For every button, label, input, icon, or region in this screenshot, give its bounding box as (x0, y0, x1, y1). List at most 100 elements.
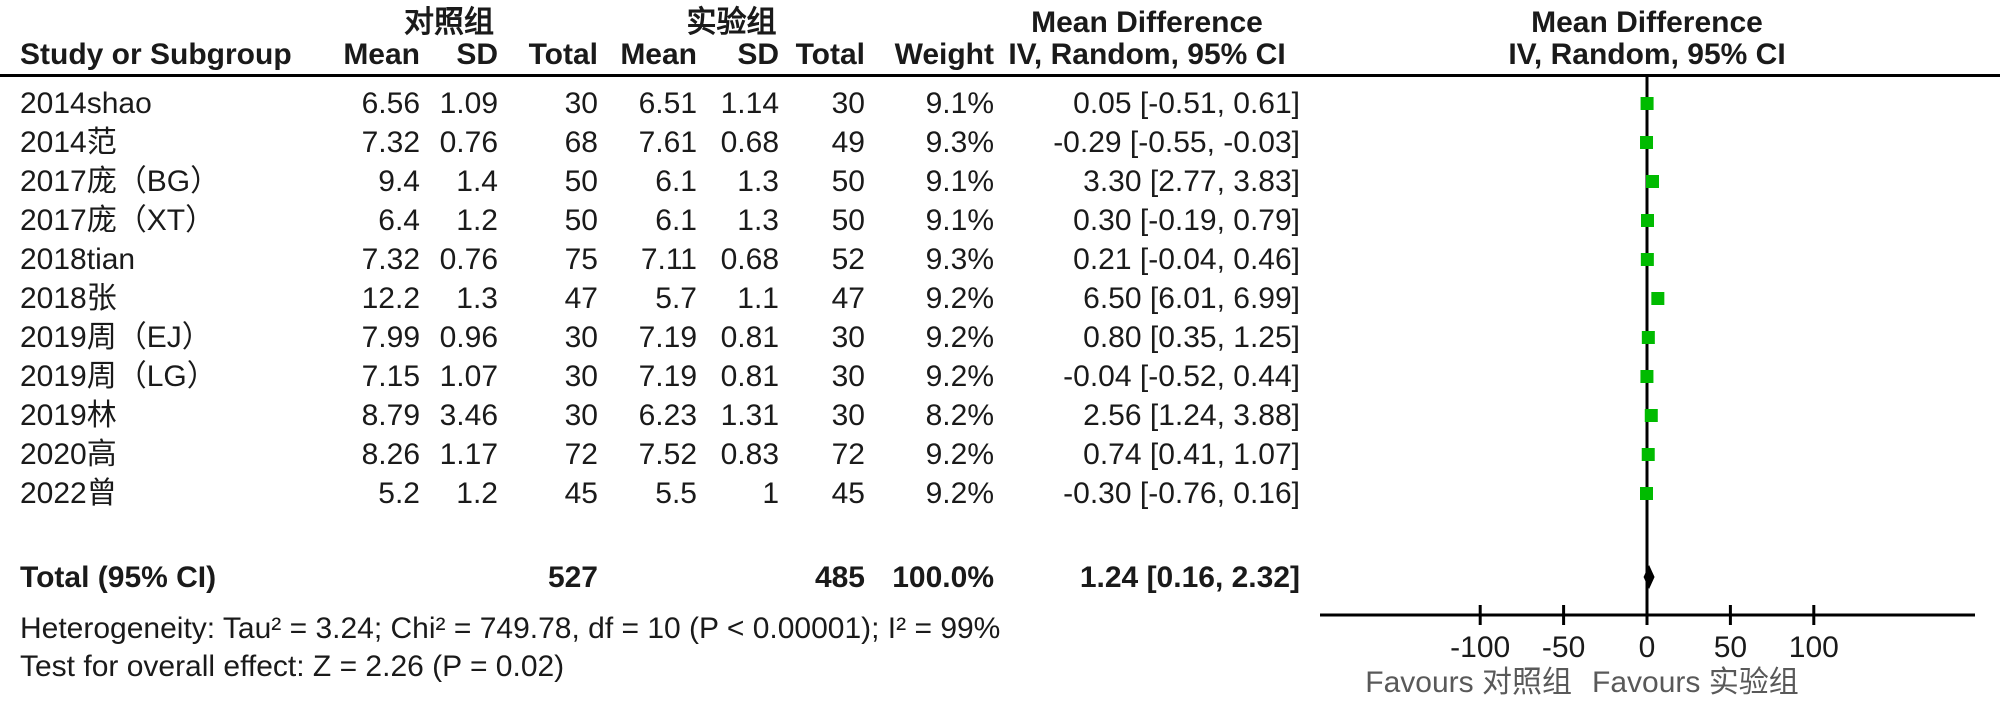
overall-effect-text: Test for overall effect: Z = 2.26 (P = 0… (20, 650, 565, 683)
control-total-value: 50 (564, 165, 598, 198)
md-ci-text: 3.30 [2.77, 3.83] (1083, 165, 1300, 198)
experimental-sd-value: 0.83 (720, 438, 779, 471)
control-sd-value: 1.2 (456, 204, 498, 237)
md-ci-text: 0.80 [0.35, 1.25] (1083, 321, 1300, 354)
control-group-header: 对照组 (404, 6, 494, 39)
table-row: 2019周（EJ） 7.99 0.96 30 7.19 0.81 30 9.2%… (0, 318, 1300, 357)
column-header-experimental-mean: Mean (620, 38, 697, 71)
experimental-total-value: 47 (831, 282, 865, 315)
weight-value: 9.2% (925, 438, 994, 471)
table-row: 2017庞（XT） 6.4 1.2 50 6.1 1.3 50 9.1% 0.3… (0, 201, 1300, 240)
study-label: 2022曾 (20, 477, 117, 510)
study-label: 2019周（EJ） (20, 321, 212, 354)
table-row: 2014范 7.32 0.76 68 7.61 0.68 49 9.3% -0.… (0, 123, 1300, 162)
effect-marker (1646, 175, 1660, 188)
effect-marker (1641, 448, 1655, 461)
effect-marker (1641, 214, 1655, 227)
study-table: 2014shao 6.56 1.09 30 6.51 1.14 30 9.1% … (0, 84, 1300, 513)
control-sd-value: 0.76 (439, 243, 498, 276)
study-label: 2018tian (20, 243, 136, 276)
table-row: 2019周（LG） 7.15 1.07 30 7.19 0.81 30 9.2%… (0, 357, 1300, 396)
experimental-mean-value: 7.19 (638, 360, 697, 393)
column-header-control-sd: SD (456, 38, 498, 71)
experimental-total-value: 72 (831, 438, 865, 471)
weight-value: 9.2% (925, 360, 994, 393)
column-header-experimental-total: Total (795, 38, 865, 71)
effect-marker (1640, 370, 1654, 383)
heterogeneity-text: Heterogeneity: Tau² = 3.24; Chi² = 749.7… (20, 612, 1001, 645)
control-total-value: 50 (564, 204, 598, 237)
experimental-sd-value: 0.68 (720, 243, 779, 276)
experimental-sd-value: 0.81 (720, 360, 779, 393)
control-sd-value: 1.3 (456, 282, 498, 315)
control-sd-value: 1.07 (439, 360, 498, 393)
effect-marker (1639, 487, 1653, 500)
table-row: 2014shao 6.56 1.09 30 6.51 1.14 30 9.1% … (0, 84, 1300, 123)
experimental-total-value: 30 (831, 399, 865, 432)
control-sd-value: 0.96 (439, 321, 498, 354)
md-ci-text: 0.21 [-0.04, 0.46] (1073, 243, 1300, 276)
pooled-effect-diamond (1643, 565, 1655, 589)
control-sd-value: 1.09 (439, 87, 498, 120)
study-label: 2014shao (20, 87, 152, 120)
control-sd-value: 3.46 (439, 399, 498, 432)
study-label: 2018张 (20, 282, 117, 315)
experimental-mean-value: 7.52 (638, 438, 697, 471)
md-ci-text: -0.29 [-0.55, -0.03] (1053, 126, 1300, 159)
experimental-total-value: 50 (831, 204, 865, 237)
experimental-sd-value: 1.31 (720, 399, 779, 432)
weight-value: 9.1% (925, 165, 994, 198)
md-plot-subtitle: IV, Random, 95% CI (1508, 38, 1786, 71)
experimental-mean-value: 6.23 (638, 399, 697, 432)
experimental-total-value: 52 (831, 243, 865, 276)
control-mean-value: 8.79 (361, 399, 420, 432)
experimental-mean-value: 7.61 (638, 126, 697, 159)
weight-value: 9.1% (925, 204, 994, 237)
favours-right-label: Favours 实验组 (1592, 666, 1799, 699)
weight-value: 9.2% (925, 321, 994, 354)
table-row: 2017庞（BG） 9.4 1.4 50 6.1 1.3 50 9.1% 3.3… (0, 162, 1300, 201)
control-mean-value: 7.32 (361, 243, 420, 276)
study-label: 2019周（LG） (20, 360, 217, 393)
study-label: 2019林 (20, 399, 117, 432)
study-label: 2014范 (20, 126, 117, 159)
total-row: Total (95% CI) 527 485 100.0% 1.24 [0.16… (0, 559, 1300, 597)
column-header-experimental-sd: SD (737, 38, 779, 71)
effect-marker (1651, 292, 1665, 305)
total-experimental-n: 485 (814, 561, 865, 594)
study-label: 2017庞（XT） (20, 204, 216, 237)
total-control-n: 527 (547, 561, 598, 594)
effect-marker (1640, 136, 1654, 149)
experimental-mean-value: 6.1 (655, 165, 697, 198)
md-ci-text: 2.56 [1.24, 3.88] (1083, 399, 1300, 432)
experimental-mean-value: 6.51 (638, 87, 697, 120)
table-row: 2020高 8.26 1.17 72 7.52 0.83 72 9.2% 0.7… (0, 435, 1300, 474)
md-ci-text: 0.05 [-0.51, 0.61] (1073, 87, 1300, 120)
effect-marker (1641, 331, 1655, 344)
md-ci-text: 6.50 [6.01, 6.99] (1083, 282, 1300, 315)
control-mean-value: 7.32 (361, 126, 420, 159)
experimental-total-value: 30 (831, 87, 865, 120)
experimental-total-value: 50 (831, 165, 865, 198)
control-sd-value: 1.17 (439, 438, 498, 471)
md-column-title: Mean Difference (1031, 6, 1263, 39)
control-total-value: 68 (564, 126, 598, 159)
experimental-mean-value: 7.19 (638, 321, 697, 354)
weight-value: 9.2% (925, 477, 994, 510)
total-label: Total (95% CI) (20, 561, 217, 594)
axis-tick-label: -50 (1542, 631, 1585, 664)
experimental-sd-value: 1.1 (737, 282, 779, 315)
control-sd-value: 1.2 (456, 477, 498, 510)
experimental-total-value: 30 (831, 321, 865, 354)
experimental-total-value: 45 (831, 477, 865, 510)
control-sd-value: 1.4 (456, 165, 498, 198)
table-row: 2018tian 7.32 0.76 75 7.11 0.68 52 9.3% … (0, 240, 1300, 279)
control-sd-value: 0.76 (439, 126, 498, 159)
study-label: 2020高 (20, 438, 117, 471)
weight-value: 8.2% (925, 399, 994, 432)
effect-marker (1640, 97, 1654, 110)
axis-tick-label: 50 (1714, 631, 1747, 664)
control-total-value: 75 (564, 243, 598, 276)
column-header-weight: Weight (894, 38, 994, 71)
control-total-value: 30 (564, 87, 598, 120)
